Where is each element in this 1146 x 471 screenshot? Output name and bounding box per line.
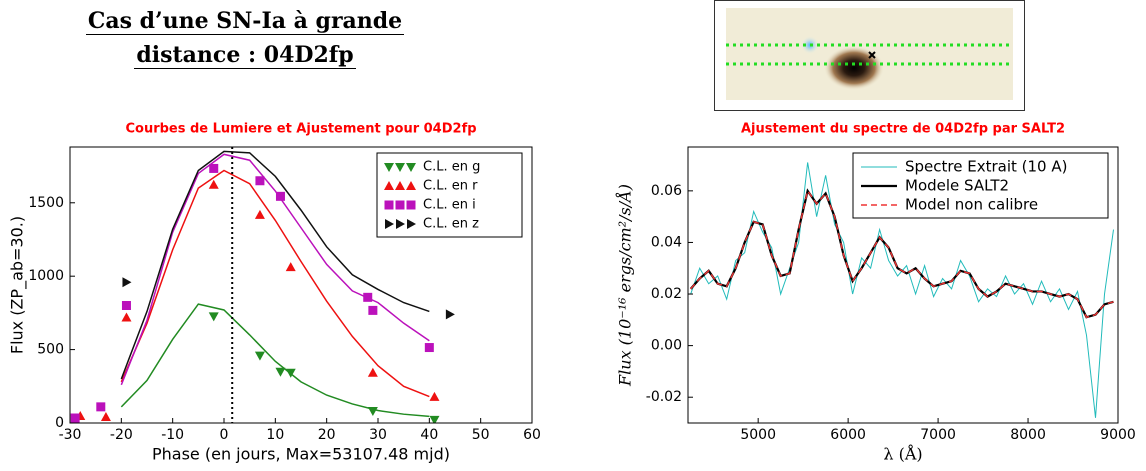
fit-line	[120, 169, 430, 398]
data-point	[96, 402, 106, 412]
series-line	[690, 189, 1114, 319]
x-tick-label: 7000	[920, 427, 956, 443]
legend-swatch	[384, 163, 394, 172]
legend-swatch	[395, 200, 405, 210]
plot-area	[689, 162, 1114, 418]
legend-label: Model non calibre	[905, 196, 1038, 214]
data-point	[275, 191, 285, 201]
data-point	[275, 367, 286, 377]
data-point	[424, 343, 434, 353]
legend-label: C.L. en i	[423, 198, 476, 213]
x-tick-label: -10	[161, 427, 184, 443]
y-tick-label: 0.02	[651, 286, 682, 302]
chart: Courbes de Lumiere et Ajustement pour 04…	[8, 122, 541, 464]
y-tick-label: 1000	[28, 268, 64, 284]
data-point	[363, 292, 373, 302]
chart: Ajustement du spectre de 04D2fp par SALT…	[615, 122, 1136, 464]
plot-area	[70, 147, 455, 423]
plot-frame	[69, 146, 533, 424]
data-point	[254, 209, 265, 219]
data-point	[209, 163, 219, 173]
headline-line: distance : 04D2fp	[134, 42, 356, 69]
x-axis-label: λ (Å)	[883, 444, 922, 464]
data-point	[367, 406, 378, 416]
y-tick-label: 0.00	[651, 338, 682, 354]
legend-swatch	[384, 181, 394, 190]
x-tick-label: 50	[472, 427, 490, 443]
headline: distance : 04D2fp	[80, 40, 410, 70]
x-tick-label: 5000	[740, 427, 776, 443]
legend-swatch	[406, 181, 416, 190]
legend-swatch	[395, 163, 405, 172]
data-point	[100, 411, 111, 421]
y-tick-label: 0	[55, 415, 64, 431]
legend-label: C.L. en r	[423, 179, 478, 194]
legend-label: Modele SALT2	[905, 177, 1009, 195]
x-tick-label: 8000	[1010, 427, 1046, 443]
fit-line	[120, 153, 430, 386]
legend-swatch	[406, 200, 416, 210]
data-point	[70, 413, 80, 423]
x-tick-label: 0	[220, 427, 229, 443]
x-tick-label: -20	[110, 427, 133, 443]
data-point	[255, 176, 265, 186]
legend-swatch	[396, 219, 405, 229]
y-tick-label: -0.02	[646, 389, 682, 405]
data-point	[121, 312, 132, 322]
galaxy-thumbnail	[714, 0, 1025, 111]
data-point	[208, 312, 219, 322]
x-tick-label: 20	[318, 427, 336, 443]
data-point	[285, 368, 296, 378]
data-point	[367, 367, 378, 377]
data-point	[122, 277, 132, 288]
fit-line	[120, 150, 430, 380]
legend-swatch	[384, 200, 394, 210]
legend-swatch	[407, 219, 416, 229]
legend-swatch	[406, 163, 416, 172]
y-tick-label: 1500	[28, 195, 64, 211]
chart-title: Ajustement du spectre de 04D2fp par SALT…	[741, 122, 1065, 137]
plot-frame	[687, 146, 1119, 424]
data-point	[121, 301, 131, 311]
y-tick-label: 0.04	[651, 234, 682, 250]
data-point	[285, 262, 296, 272]
x-tick-label: 60	[523, 427, 541, 443]
data-point	[368, 305, 378, 315]
legend-swatch	[385, 219, 394, 229]
x-axis-label: Phase (en jours, Max=53107.48 mjd)	[152, 445, 450, 464]
headline: Cas d’une SN-Ia à grande	[80, 6, 410, 36]
legend-label: C.L. en g	[423, 160, 480, 175]
x-tick-label: 9000	[1100, 427, 1136, 443]
legend-label: C.L. en z	[423, 217, 479, 232]
data-point	[208, 179, 219, 189]
x-tick-label: 6000	[830, 427, 866, 443]
data-point	[429, 391, 440, 401]
data-point	[445, 309, 455, 320]
x-tick-label: -30	[59, 427, 82, 443]
x-tick-label: 10	[266, 427, 284, 443]
y-tick-label: 500	[37, 342, 64, 358]
legend-swatch	[395, 181, 405, 190]
chart-title: Courbes de Lumiere et Ajustement pour 04…	[125, 122, 476, 137]
data-point	[254, 351, 265, 361]
y-axis-label: Flux (10⁻¹⁶ ergs/cm²/s/Å)	[615, 184, 635, 387]
fit-line	[120, 303, 430, 418]
y-tick-label: 0.06	[651, 183, 682, 199]
x-tick-label: 30	[369, 427, 387, 443]
legend-label: Spectre Extrait (10 A)	[905, 158, 1067, 176]
headline-line: Cas d’une SN-Ia à grande	[85, 8, 405, 35]
x-tick-label: 40	[420, 427, 438, 443]
y-axis-label: Flux (ZP_ab=30.)	[8, 216, 28, 354]
data-point	[429, 415, 440, 423]
